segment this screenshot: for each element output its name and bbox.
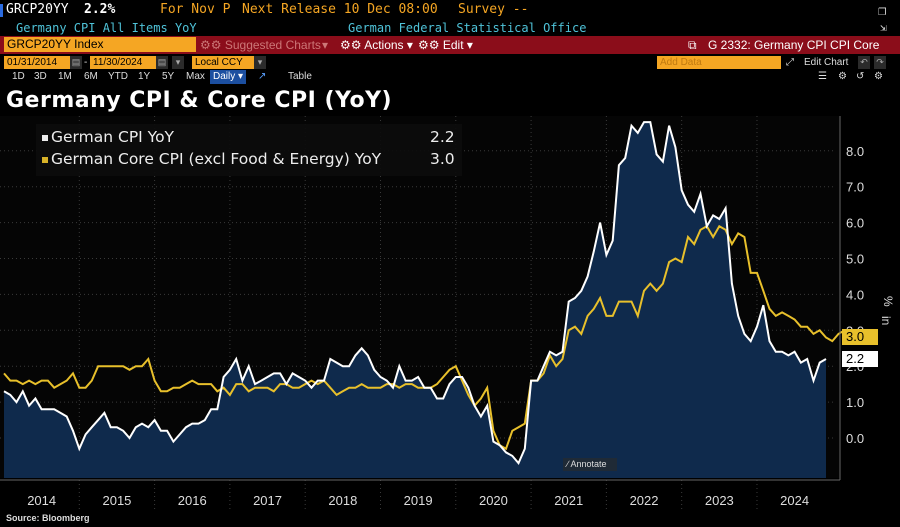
y-tick-label: 6.0 [846, 216, 864, 231]
y-axis-label: % [881, 296, 895, 307]
period-1y[interactable]: 1Y [138, 71, 151, 82]
zoom-icon[interactable]: ⤢ [786, 57, 794, 68]
ticker[interactable]: GRCP20YY [6, 2, 69, 17]
function-title: G 2332: Germany CPI CPI Core [708, 38, 880, 52]
period-1d[interactable]: 1D [12, 71, 25, 82]
period-1m[interactable]: 1M [58, 71, 72, 82]
currency-arrow-icon[interactable]: ▾ [254, 56, 266, 69]
date-separator: - [84, 57, 88, 68]
period-max[interactable]: Max [186, 71, 205, 82]
source-note: Source: Bloomberg [6, 513, 90, 523]
next-release: Next Release 10 Dec 08:00 [242, 2, 438, 17]
legend-label-cpi: German CPI YoY [51, 128, 175, 146]
x-tick-label: 2023 [705, 493, 734, 508]
legend-value-cpi: 2.2 [430, 128, 455, 146]
last-value-tag-cpi: 2.2 [842, 351, 878, 368]
legend-value-core: 3.0 [430, 150, 455, 168]
toolbar: GRCP20YY Index ⚙⚙ Suggested Charts ▾ ⚙⚙ … [0, 36, 900, 54]
legend-toggle-icon[interactable]: ☰ [818, 71, 827, 82]
x-tick-label: 2019 [404, 493, 433, 508]
suggested-charts-menu[interactable]: ⚙⚙ Suggested Charts [200, 38, 321, 52]
legend: German CPI YoY 2.2 German Core CPI (excl… [36, 124, 462, 176]
y-tick-label: 7.0 [846, 180, 864, 195]
table-view-button[interactable]: Table [288, 71, 312, 82]
x-axis: 2014 2015 2016 2017 2018 2019 2020 2021 2022 2023… [0, 479, 840, 508]
x-tick-label: 2016 [178, 493, 207, 508]
x-tick-label: 2022 [630, 493, 659, 508]
security-field[interactable]: GRCP20YY Index [4, 37, 196, 52]
settings-icon[interactable]: ⚙ [838, 71, 847, 82]
survey: Survey -- [458, 2, 529, 17]
edit-chart-button[interactable]: Edit Chart [804, 57, 849, 68]
legend-label-core: German Core CPI (excl Food & Energy) YoY [51, 150, 382, 168]
actions-menu[interactable]: ⚙⚙ Actions ▾ [340, 38, 413, 52]
redo-icon[interactable]: ↷ [874, 56, 886, 69]
y-tick-label: 8.0 [846, 144, 864, 159]
y-tick-label: 1.0 [846, 395, 864, 410]
header-bar: GRCP20YY 2.2% For Nov P Next Release 10 … [0, 0, 900, 20]
reset-icon[interactable]: ↺ [856, 71, 865, 82]
period-5y[interactable]: 5Y [162, 71, 175, 82]
end-date-input[interactable]: 11/30/2024 [90, 56, 156, 69]
subheader: Germany CPI All Items YoY German Federal… [0, 20, 900, 36]
release-period: For Nov P [160, 2, 231, 17]
external-link-icon[interactable]: ⧉ [688, 38, 697, 52]
end-calendar-icon[interactable]: ▤ [156, 56, 168, 69]
y-tick-label: 5.0 [846, 252, 864, 267]
currency-select[interactable]: Local CCY [192, 56, 254, 69]
y-axis-label-prefix: in [879, 316, 893, 325]
frequency-select[interactable]: Daily ▾ [210, 70, 247, 84]
line-chart-icon[interactable]: ↗ [258, 71, 267, 82]
date-controls: 01/31/2014 ▤ - 11/30/2024 ▤ ▾ Local CCY … [0, 56, 900, 70]
last-value: 2.2% [84, 2, 116, 17]
period-6m[interactable]: 6M [84, 71, 98, 82]
legend-swatch-cpi [42, 134, 48, 141]
y-tick-label: 0.0 [846, 431, 864, 446]
add-data-input[interactable]: Add Data [657, 56, 781, 69]
x-tick-label: 2021 [554, 493, 583, 508]
x-tick-label: 2017 [253, 493, 282, 508]
edit-menu[interactable]: ⚙⚙ Edit ▾ [418, 38, 473, 52]
undo-icon[interactable]: ↶ [858, 56, 870, 69]
cpi-area [4, 122, 826, 478]
chart-title: Germany CPI & Core CPI (YoY) [6, 88, 393, 113]
period-ytd[interactable]: YTD [108, 71, 128, 82]
period-3d[interactable]: 3D [34, 71, 47, 82]
range-arrow-icon[interactable]: ▾ [172, 56, 184, 69]
series-line-cpi [3, 121, 827, 465]
legend-swatch-core [42, 156, 48, 163]
x-tick-label: 2015 [102, 493, 131, 508]
source-organization: German Federal Statistical Office [348, 21, 587, 35]
y-tick-label: 4.0 [846, 287, 864, 302]
last-value-tag-core: 3.0 [842, 329, 878, 346]
x-tick-label: 2024 [780, 493, 809, 508]
gear-icon[interactable]: ⚙ [874, 71, 883, 82]
start-calendar-icon[interactable]: ▤ [70, 56, 82, 69]
expand-icon[interactable]: ⇲ [880, 21, 887, 34]
x-tick-label: 2020 [479, 493, 508, 508]
ticker-marker [0, 4, 3, 17]
annotate-button[interactable]: ∕ Annotate [563, 458, 617, 471]
x-tick-label: 2018 [328, 493, 357, 508]
legend-item-cpi[interactable]: German CPI YoY [42, 128, 174, 146]
y-axis: 0.01.02.03.04.05.06.07.08.0 [839, 116, 864, 480]
series-description: Germany CPI All Items YoY [16, 21, 197, 35]
popout-icon[interactable]: ❐ [878, 3, 887, 19]
legend-item-core[interactable]: German Core CPI (excl Food & Energy) YoY [42, 150, 381, 168]
x-tick-label: 2014 [27, 493, 56, 508]
start-date-input[interactable]: 01/31/2014 [4, 56, 70, 69]
period-bar: 1D 3D 1M 6M YTD 1Y 5Y Max Daily ▾ ↗ Tabl… [0, 70, 900, 84]
suggested-charts-arrow-icon[interactable]: ▾ [322, 38, 329, 52]
